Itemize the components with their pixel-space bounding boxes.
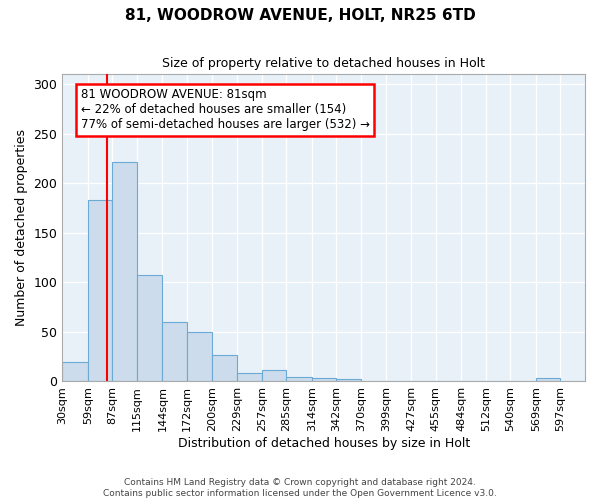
Bar [137, 276, 163, 382]
Bar [262, 370, 286, 382]
Text: 81 WOODROW AVENUE: 81sqm
← 22% of detached houses are smaller (154)
77% of semi-: 81 WOODROW AVENUE: 81sqm ← 22% of detach… [80, 88, 370, 132]
Bar [312, 378, 337, 382]
Bar [237, 372, 262, 382]
Bar [62, 362, 88, 382]
Text: Contains HM Land Registry data © Crown copyright and database right 2024.
Contai: Contains HM Land Registry data © Crown c… [103, 478, 497, 498]
Bar [286, 378, 312, 382]
X-axis label: Distribution of detached houses by size in Holt: Distribution of detached houses by size … [178, 437, 470, 450]
Bar [337, 380, 361, 382]
Bar [88, 200, 112, 382]
Y-axis label: Number of detached properties: Number of detached properties [15, 130, 28, 326]
Bar [212, 354, 237, 382]
Bar [112, 162, 137, 382]
Bar [536, 378, 560, 382]
Text: 81, WOODROW AVENUE, HOLT, NR25 6TD: 81, WOODROW AVENUE, HOLT, NR25 6TD [125, 8, 475, 22]
Bar [187, 332, 212, 382]
Title: Size of property relative to detached houses in Holt: Size of property relative to detached ho… [162, 58, 485, 70]
Bar [163, 322, 187, 382]
